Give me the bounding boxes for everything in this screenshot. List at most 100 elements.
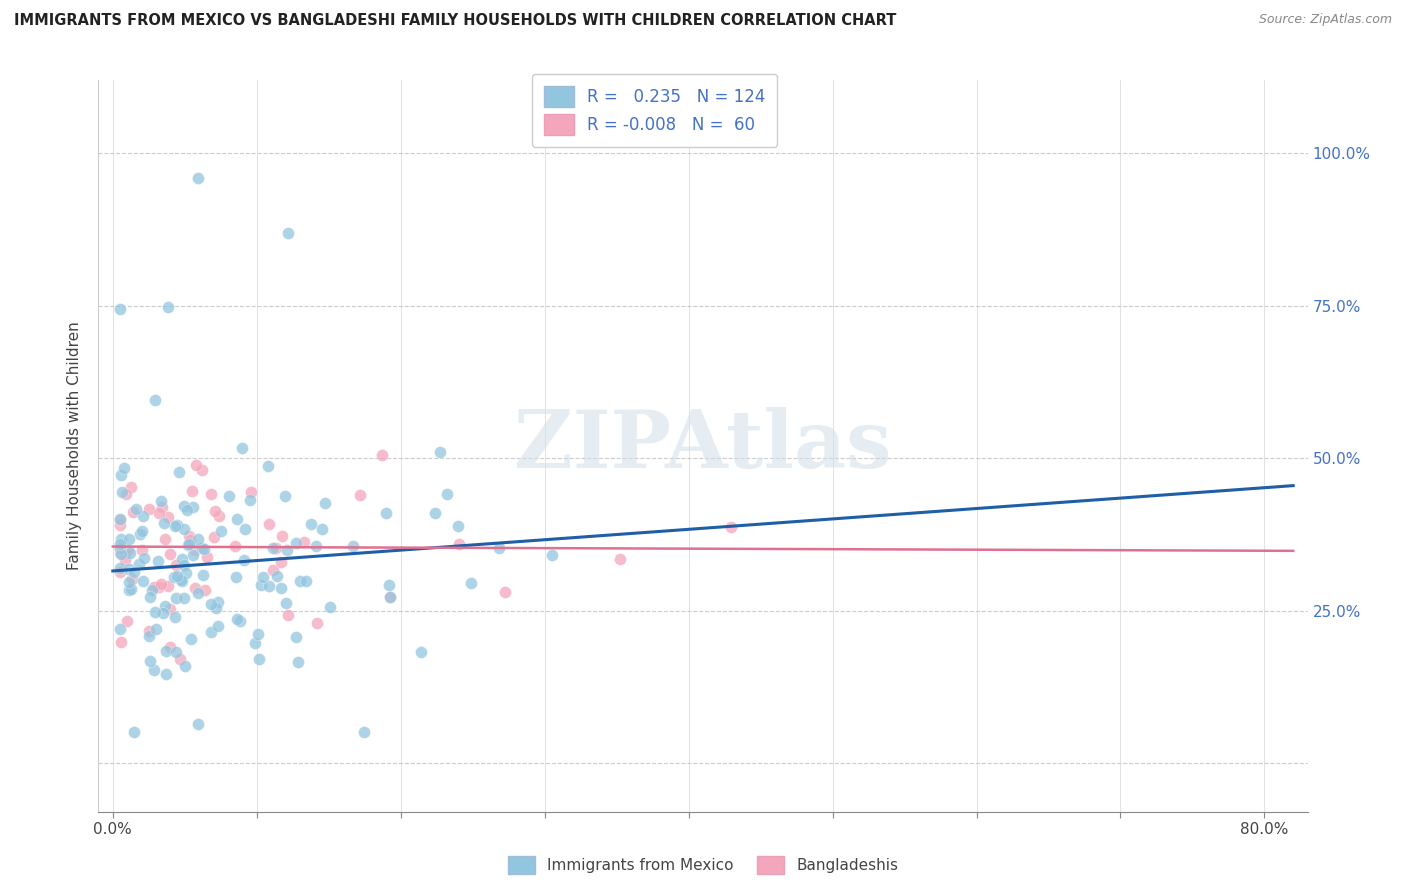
Point — [173, 558, 195, 572]
Point — [108, 301, 131, 316]
Point — [165, 591, 187, 605]
Point — [176, 503, 198, 517]
Point — [262, 563, 284, 577]
Point — [153, 532, 176, 546]
Y-axis label: Family Households with Children: Family Households with Children — [67, 322, 83, 570]
Point — [163, 610, 186, 624]
Point — [353, 725, 375, 739]
Point — [108, 517, 131, 532]
Point — [170, 573, 193, 587]
Point — [257, 516, 280, 531]
Point — [239, 493, 262, 508]
Point — [108, 541, 131, 555]
Point — [229, 614, 252, 628]
Point — [167, 465, 190, 479]
Point — [159, 602, 181, 616]
Point — [218, 490, 240, 504]
Point — [173, 500, 195, 514]
Point — [125, 502, 148, 516]
Point — [139, 654, 162, 668]
Point — [460, 576, 482, 591]
Point — [292, 534, 315, 549]
Point — [250, 578, 273, 592]
Point — [108, 513, 131, 527]
Point — [276, 542, 298, 557]
Point — [132, 574, 155, 589]
Point — [266, 568, 288, 582]
Point — [165, 645, 187, 659]
Point — [264, 541, 287, 556]
Point — [252, 570, 274, 584]
Point — [165, 558, 187, 572]
Point — [108, 537, 131, 551]
Point — [117, 543, 139, 558]
Point — [380, 590, 402, 604]
Point — [488, 541, 510, 555]
Point — [108, 512, 131, 526]
Point — [138, 624, 160, 638]
Point — [184, 458, 207, 472]
Point — [276, 596, 298, 610]
Point — [187, 716, 209, 731]
Point — [187, 171, 209, 186]
Point — [132, 508, 155, 523]
Point — [122, 505, 145, 519]
Point — [202, 530, 225, 544]
Point — [120, 582, 142, 597]
Point — [305, 540, 328, 554]
Point — [118, 532, 141, 546]
Point — [128, 558, 150, 572]
Legend: R =   0.235   N = 124, R = -0.008   N =  60: R = 0.235 N = 124, R = -0.008 N = 60 — [531, 74, 778, 147]
Point — [108, 622, 131, 636]
Point — [183, 582, 205, 596]
Point — [138, 502, 160, 516]
Point — [290, 574, 312, 588]
Point — [166, 517, 188, 532]
Point — [720, 520, 742, 534]
Point — [131, 543, 153, 558]
Point — [181, 500, 204, 515]
Point — [114, 552, 136, 566]
Point — [374, 506, 396, 520]
Point — [108, 546, 131, 560]
Point — [155, 644, 177, 658]
Point — [152, 606, 174, 620]
Point — [139, 590, 162, 604]
Point — [108, 541, 131, 555]
Point — [110, 533, 132, 547]
Point — [311, 522, 333, 536]
Point — [285, 630, 308, 644]
Point — [191, 568, 214, 582]
Point — [145, 623, 167, 637]
Point — [138, 629, 160, 643]
Point — [150, 500, 173, 514]
Point — [115, 614, 138, 628]
Point — [319, 599, 342, 614]
Point — [132, 551, 155, 566]
Point — [110, 547, 132, 561]
Point — [173, 522, 195, 536]
Point — [173, 591, 195, 606]
Point — [117, 574, 139, 589]
Point — [232, 553, 254, 567]
Point — [179, 533, 201, 547]
Point — [176, 566, 198, 580]
Point — [111, 485, 134, 500]
Point — [494, 585, 516, 599]
Point — [120, 480, 142, 494]
Point — [131, 524, 153, 539]
Legend: Immigrants from Mexico, Bangladeshis: Immigrants from Mexico, Bangladeshis — [502, 850, 904, 880]
Point — [108, 565, 131, 579]
Point — [277, 226, 299, 240]
Point — [204, 503, 226, 517]
Point — [207, 618, 229, 632]
Point — [152, 516, 174, 530]
Point — [209, 524, 232, 538]
Point — [225, 570, 247, 584]
Point — [191, 541, 214, 555]
Point — [305, 616, 328, 631]
Point — [257, 579, 280, 593]
Point — [180, 632, 202, 646]
Point — [270, 529, 292, 543]
Point — [143, 663, 166, 677]
